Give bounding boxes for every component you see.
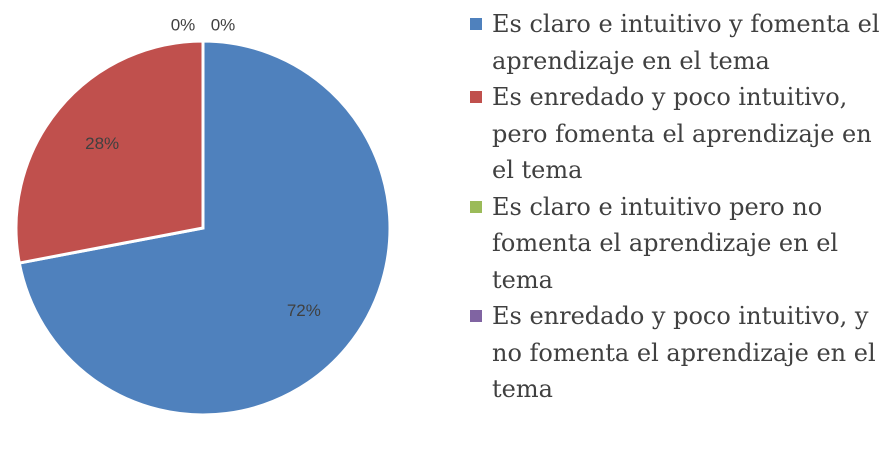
legend-label: Es claro e intuitivo y fomenta el aprend… <box>492 10 880 75</box>
data-label: 72% <box>287 301 321 320</box>
legend-swatch <box>470 91 482 103</box>
legend-swatch <box>470 200 482 213</box>
legend-label: Es claro e intuitivo pero no fomenta el … <box>492 192 839 294</box>
data-label: 0% <box>211 15 236 34</box>
legend-item: Es claro e intuitivo pero no fomenta el … <box>468 189 888 299</box>
legend-item: Es enredado y poco intuitivo, pero fomen… <box>468 79 888 189</box>
pie-chart: 72% 28% 0% 0% <box>14 15 392 417</box>
pie-slice <box>14 39 205 265</box>
legend-item: Es enredado y poco intuitivo, y no fomen… <box>468 298 888 408</box>
legend-item: Es claro e intuitivo y fomenta el aprend… <box>468 6 888 79</box>
legend-swatch <box>470 310 482 322</box>
data-label: 0% <box>171 15 196 34</box>
data-label: 28% <box>85 134 119 153</box>
legend-label: Es enredado y poco intuitivo, y no fomen… <box>492 302 876 403</box>
legend-label: Es enredado y poco intuitivo, pero fomen… <box>492 83 872 184</box>
legend-swatch <box>470 18 482 30</box>
pie-slice <box>17 39 392 417</box>
legend: Es claro e intuitivo y fomenta el aprend… <box>468 6 888 408</box>
